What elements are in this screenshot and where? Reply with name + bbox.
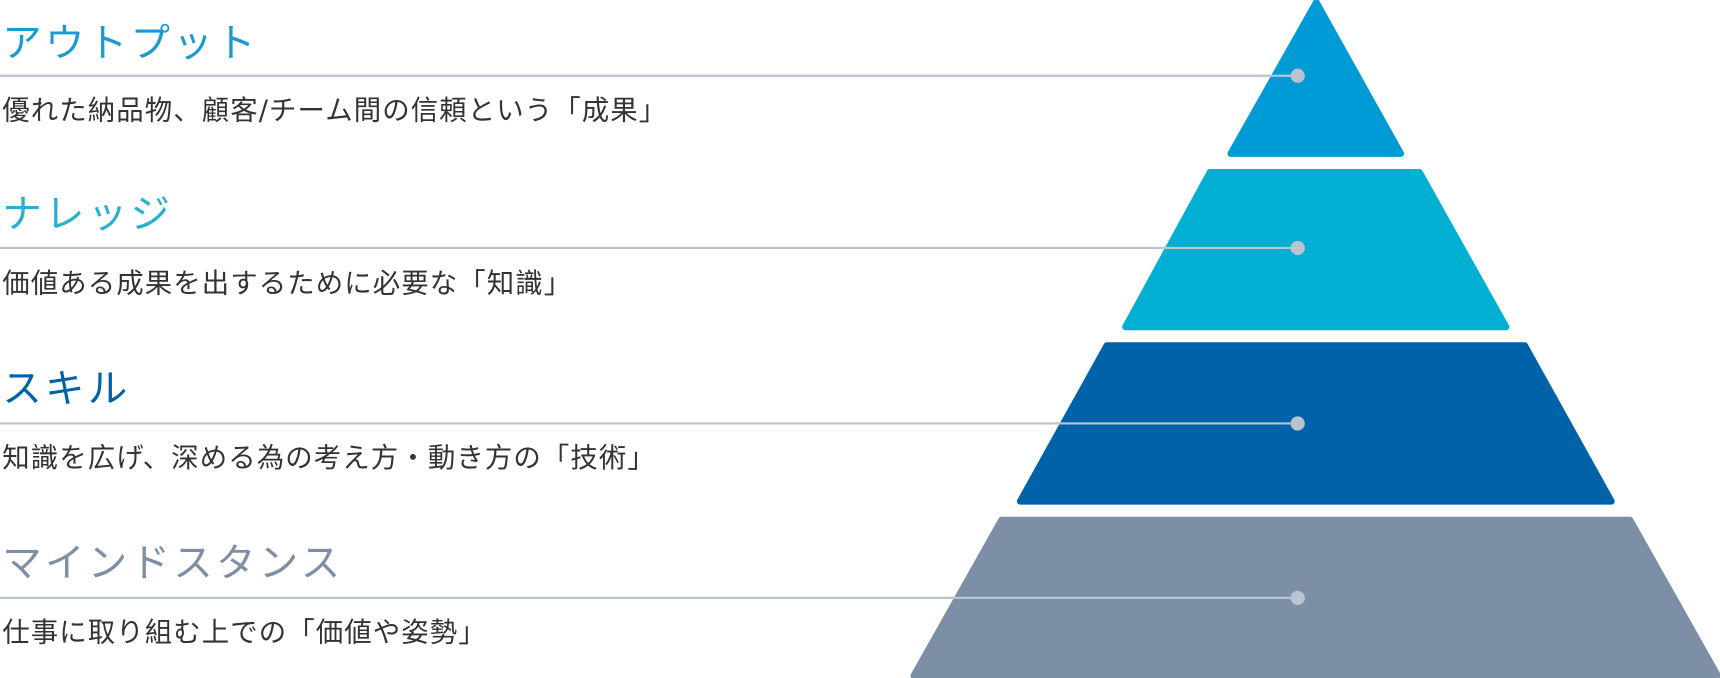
connector-dot xyxy=(1290,240,1305,256)
connector-dot xyxy=(1290,68,1305,83)
pyramid-layer xyxy=(1016,342,1615,505)
layer-title: マインドスタンス xyxy=(2,541,343,587)
layer-description: 価値ある成果を出するために必要な「知識」 xyxy=(2,269,572,300)
pyramid-layer xyxy=(910,516,1720,678)
layer-title: アウトプット xyxy=(2,21,259,67)
pyramid-layer xyxy=(1122,168,1510,331)
pyramid-layer xyxy=(1227,0,1405,157)
layer-title: ナレッジ xyxy=(2,192,173,238)
connector-dot xyxy=(1290,590,1305,606)
connector-dot xyxy=(1290,416,1305,431)
layer-title: スキル xyxy=(2,366,130,412)
layer-description: 優れた納品物、顧客/チーム間の信頼という「成果」 xyxy=(2,95,667,126)
layer-description: 知識を広げ、深める為の考え方・動き方の「技術」 xyxy=(2,443,656,474)
layer-description: 仕事に取り組む上での「価値や姿勢」 xyxy=(2,618,487,649)
